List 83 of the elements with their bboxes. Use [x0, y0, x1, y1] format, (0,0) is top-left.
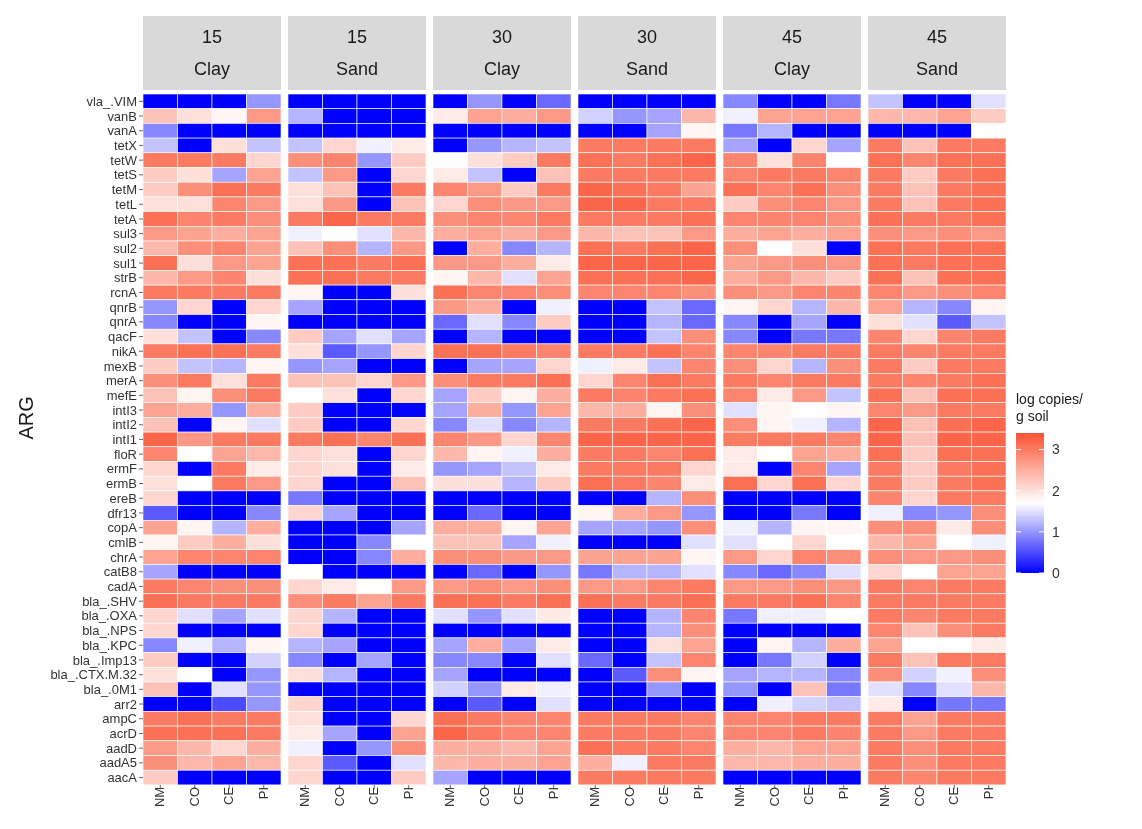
x-tick-label: NM [877, 786, 893, 808]
y-tick-label: vanB [107, 108, 137, 124]
x-tick-label: NM [152, 786, 168, 808]
x-tick-label: PI [400, 786, 416, 800]
x-tick-label: CE [366, 786, 382, 805]
y-tick-label: bla_.SHV [82, 593, 138, 609]
x-tick-label: CO [186, 786, 202, 807]
y-tick-label: nikA [111, 343, 138, 359]
y-tick-label: arr2 [113, 696, 137, 712]
color-bar-label: 0 [1052, 565, 1060, 582]
y-tick-label: bla_.0M1 [83, 681, 137, 697]
text: 15 Clay [143, 16, 281, 90]
y-tick-label: tetX [113, 138, 138, 154]
y-tick-label: tetW [110, 152, 138, 168]
x-tick-label: NM [297, 786, 313, 808]
y-tick-label: chrA [110, 549, 138, 565]
y-tick-label: vanA [107, 123, 138, 139]
y-tick-label: bla_.KPC [82, 637, 137, 653]
y-tick-label: aacA [107, 770, 138, 786]
color-bar-title: log copies/ g soil [1016, 391, 1084, 426]
x-tick-label: CO [911, 786, 927, 807]
y-tick-label: tetM [111, 182, 137, 198]
y-tick-label: sul2 [113, 240, 137, 256]
y-tick-label: bla_.CTX.M.32 [50, 667, 137, 683]
y-tick-label: cmlB [108, 534, 137, 550]
y-tick-label: ampC [102, 711, 137, 727]
x-tick-label: NM [732, 786, 748, 808]
x-tick-label: CO [766, 786, 782, 807]
y-tick-label: intI2 [112, 417, 137, 433]
y-tick-label: intI3 [112, 402, 137, 418]
y-axis-title: ARG [15, 396, 38, 440]
y-tick-label: ereB [109, 490, 137, 506]
x-tick-label: PI [545, 786, 561, 800]
x-tick-label: CE [656, 786, 672, 805]
text: 45 Clay [723, 16, 861, 90]
x-tick-label: CO [331, 786, 347, 807]
text: 30 Clay [433, 16, 571, 90]
text: 45 Sand [868, 16, 1006, 90]
x-tick-label: CE [511, 786, 527, 805]
color-bar-label: 3 [1052, 441, 1060, 458]
y-tick-label: mexB [103, 358, 137, 374]
y-tick-label: floR [113, 446, 137, 462]
y-tick-label: aadD [105, 740, 137, 756]
y-tick-label: intI1 [112, 432, 137, 448]
x-tick-label: CE [946, 786, 962, 805]
y-tick-label: tetL [115, 196, 137, 212]
y-tick-label: aadA5 [99, 755, 137, 771]
x-tick-label: CO [621, 786, 637, 807]
x-tick-label: CO [476, 786, 492, 807]
y-tick-label: strB [113, 270, 137, 286]
y-tick-label: dfr13 [107, 505, 137, 521]
y-tick-label: cadA [107, 579, 138, 595]
x-tick-label: NM [442, 786, 458, 808]
y-tick-label: bla_.NPS [82, 623, 138, 639]
x-tick-label: PI [255, 786, 271, 800]
y-tick-label: tetS [113, 167, 138, 183]
y-tick-label: mefE [106, 387, 138, 403]
x-tick-label: CE [801, 786, 817, 805]
y-tick-label: rcnA [110, 285, 138, 301]
y-tick-label: ermF [106, 461, 138, 477]
y-tick-label: catB8 [103, 564, 137, 580]
y-tick-label: copA [107, 520, 138, 536]
text: 30 Sand [578, 16, 716, 90]
x-tick-label: PI [980, 786, 996, 800]
text: 15 Sand [288, 16, 426, 90]
y-tick-label: qnrB [109, 299, 137, 315]
x-tick-label: PI [835, 786, 851, 800]
x-tick-label: CE [221, 786, 237, 805]
y-tick-label: bla_.OXA [81, 608, 138, 624]
color-bar-label: 2 [1052, 482, 1060, 499]
y-tick-label: vla_.VIM [86, 93, 137, 109]
y-tick-label: sul1 [113, 255, 137, 271]
y-tick-label: acrD [109, 726, 137, 742]
y-tick-label: ermB [105, 476, 137, 492]
y-tick-label: merA [105, 373, 138, 389]
y-tick-label: qacF [108, 329, 138, 345]
y-tick-label: sul3 [113, 226, 137, 242]
x-tick-label: PI [690, 786, 706, 800]
color-bar-label: 1 [1052, 523, 1060, 540]
x-tick-label: NM [587, 786, 603, 808]
y-tick-label: tetA [113, 211, 138, 227]
y-tick-label: qnrA [109, 314, 138, 330]
y-tick-label: bla_.Imp13 [72, 652, 137, 668]
